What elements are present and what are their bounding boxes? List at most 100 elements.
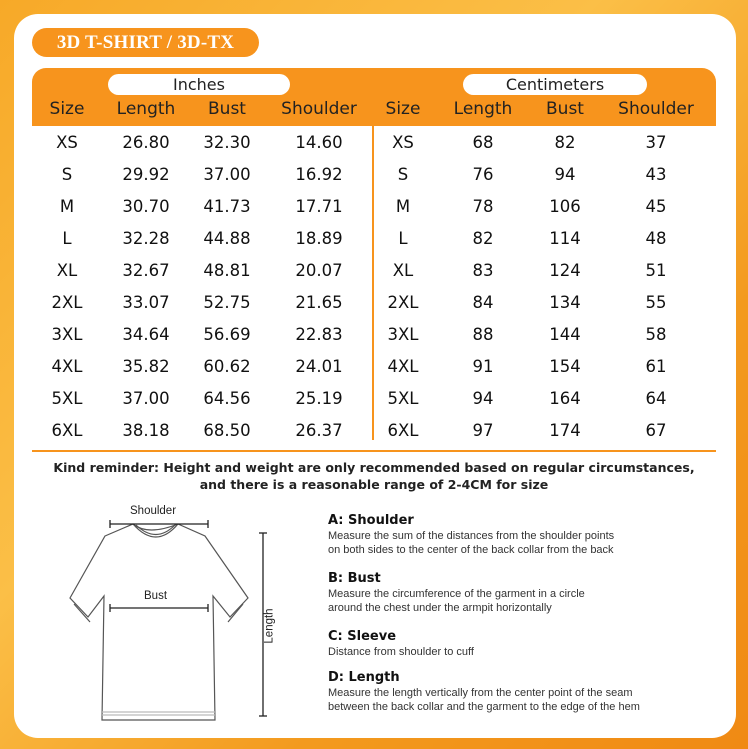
inches-cell: 32.30 [203, 133, 251, 152]
desc-title: C: Sleeve [328, 629, 397, 644]
inches-cell: XS [56, 133, 78, 152]
desc-line: around the chest under the armpit horizo… [328, 602, 552, 614]
inches-cell: 37.00 [203, 165, 251, 184]
desc-line: between the back collar and the garment … [328, 701, 640, 713]
cm-cell: 82 [472, 229, 494, 248]
desc-shoulder: A: Shoulder Measure the sum of the distan… [328, 513, 728, 557]
bust-label: Bust [144, 590, 168, 602]
inches-cell: 41.73 [203, 197, 251, 216]
cm-cell: S [397, 165, 409, 184]
desc-line: on both sides to the center of the back … [328, 544, 614, 556]
cm-cell: 97 [472, 421, 494, 440]
inches-cell: 25.19 [295, 389, 343, 408]
cm-cell: 94 [554, 165, 576, 184]
cm-cell: 58 [645, 325, 667, 344]
inches-cell: S [61, 165, 73, 184]
inches-cell: 24.01 [295, 357, 343, 376]
cm-cell: 43 [645, 165, 667, 184]
inches-cell: 6XL [51, 421, 83, 440]
inches-cell: 30.70 [122, 197, 170, 216]
header-size-cm: Size [385, 99, 421, 119]
header-shoulder-cm: Shoulder [618, 99, 694, 119]
header-length: Length [116, 99, 176, 119]
inches-cell: 34.64 [122, 325, 170, 344]
inches-cell: 4XL [51, 357, 83, 376]
desc-line: Distance from shoulder to cuff [328, 646, 474, 658]
inches-cell: 32.28 [122, 229, 170, 248]
cm-cell: 174 [549, 421, 581, 440]
cm-cell: 124 [549, 261, 581, 280]
cm-cell: 5XL [387, 389, 419, 408]
desc-sleeve: C: Sleeve Distance from shoulder to cuff [328, 629, 728, 659]
inches-cell: 2XL [51, 293, 83, 312]
inches-cell: 56.69 [203, 325, 251, 344]
header-shoulder: Shoulder [281, 99, 357, 119]
cm-cell: 2XL [387, 293, 419, 312]
length-label: Length [263, 608, 276, 644]
desc-bust: B: Bust Measure the circumference of the … [328, 571, 728, 615]
inches-cell: 44.88 [203, 229, 251, 248]
reminder-line: and there is a reasonable range of 2-4CM… [199, 477, 549, 492]
cm-cell: 144 [549, 325, 581, 344]
desc-length: D: Length Measure the length vertically f… [328, 670, 728, 714]
inches-cell: 14.60 [295, 133, 343, 152]
inches-cell: 26.80 [122, 133, 170, 152]
kind-reminder: Kind reminder: Height and weight are onl… [32, 459, 716, 493]
inches-cell: 22.83 [295, 325, 343, 344]
shoulder-label: Shoulder [130, 505, 177, 517]
inches-cell: 16.92 [295, 165, 343, 184]
header-bust: Bust [208, 99, 246, 119]
header-bust-cm: Bust [546, 99, 584, 119]
cm-cell: 83 [472, 261, 494, 280]
cm-cell: 164 [549, 389, 581, 408]
inches-cell: L [62, 229, 72, 248]
inches-cell: 68.50 [203, 421, 251, 440]
cm-cell: XL [392, 261, 414, 280]
cm-cell: 55 [645, 293, 667, 312]
cm-cell: 91 [472, 357, 494, 376]
product-badge: 3D T-SHIRT / 3D-TX [32, 28, 259, 57]
inches-cell: 60.62 [203, 357, 251, 376]
desc-line: Measure the length vertically from the c… [328, 687, 633, 699]
cm-cell: 76 [472, 165, 494, 184]
inches-cell: 26.37 [295, 421, 343, 440]
cm-cell: 78 [472, 197, 494, 216]
inches-cell: 3XL [51, 325, 83, 344]
cm-cell: 3XL [387, 325, 419, 344]
cm-cell: 48 [645, 229, 667, 248]
cm-cell: 4XL [387, 357, 419, 376]
cm-cell: 67 [645, 421, 667, 440]
inches-cell: 17.71 [295, 197, 343, 216]
inches-cell: 52.75 [203, 293, 251, 312]
cm-cell: 94 [472, 389, 494, 408]
inches-cell: 5XL [51, 389, 83, 408]
cm-cell: 51 [645, 261, 667, 280]
desc-title: B: Bust [328, 571, 381, 586]
inches-cell: 21.65 [295, 293, 343, 312]
cm-cell: L [398, 229, 408, 248]
inches-cell: 29.92 [122, 165, 170, 184]
inches-cell: 33.07 [122, 293, 170, 312]
cm-cell: 37 [645, 133, 667, 152]
header-size: Size [49, 99, 85, 119]
cm-cell: M [395, 197, 411, 216]
inches-cell: 32.67 [122, 261, 170, 280]
centimeters-label: Centimeters [463, 74, 647, 95]
desc-line: Measure the sum of the distances from th… [328, 530, 615, 542]
table-header: Inches Centimeters Size Length Bust Shou… [32, 68, 716, 126]
cm-cell: 88 [472, 325, 494, 344]
table-bottom-line [32, 450, 716, 452]
cm-cell: 106 [549, 197, 581, 216]
cm-cell: 45 [645, 197, 667, 216]
inches-cell: 37.00 [122, 389, 170, 408]
cm-cell: 61 [645, 357, 667, 376]
desc-line: Measure the circumference of the garment… [328, 588, 585, 600]
cm-cell: 154 [549, 357, 581, 376]
inches-cell: XL [56, 261, 78, 280]
reminder-line: Kind reminder: Height and weight are onl… [53, 460, 695, 475]
cm-cell: 134 [549, 293, 581, 312]
inches-cell: 20.07 [295, 261, 343, 280]
inches-cell: M [59, 197, 75, 216]
column-divider [372, 126, 374, 440]
cm-cell: XS [392, 133, 414, 152]
